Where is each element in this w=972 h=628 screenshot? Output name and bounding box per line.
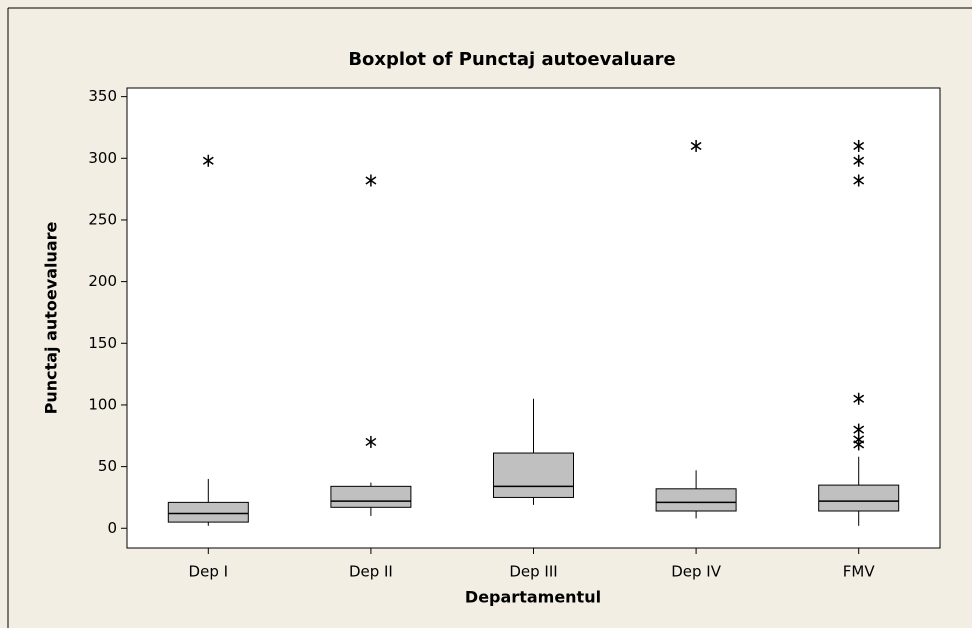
outlier — [853, 154, 865, 167]
x-tick-label: Dep I — [189, 563, 229, 581]
x-axis-label: Departamentul — [465, 588, 601, 607]
y-tick-label: 150 — [88, 334, 117, 352]
outlier — [202, 154, 214, 167]
outlier-stroke — [202, 156, 214, 165]
x-tick-label: Dep IV — [671, 563, 721, 581]
box — [655, 488, 737, 512]
y-axis-label: Punctaj autoevaluare — [42, 221, 61, 414]
outlier-stroke — [853, 141, 865, 151]
outlier — [690, 139, 702, 152]
y-tick-label: 350 — [88, 87, 117, 105]
outlier-stroke — [853, 176, 865, 185]
x-tick-label: Dep III — [509, 563, 557, 581]
y-tick-label: 0 — [107, 519, 117, 537]
outlier — [853, 139, 865, 152]
outlier-stroke — [853, 156, 865, 165]
y-tick-label: 200 — [88, 272, 117, 290]
outlier-stroke — [853, 394, 865, 403]
y-tick-label: 100 — [88, 395, 117, 413]
chart-title: Boxplot of Punctaj autoevaluare — [348, 49, 675, 70]
y-tick-label: 50 — [98, 457, 117, 475]
y-tick-label: 300 — [88, 149, 117, 167]
outlier-stroke — [365, 437, 377, 447]
outlier — [853, 423, 865, 436]
box — [493, 452, 574, 498]
box — [330, 485, 412, 508]
y-tick-label: 250 — [88, 210, 117, 228]
outlier — [853, 392, 865, 405]
outlier-stroke — [853, 435, 865, 444]
outlier-stroke — [365, 176, 377, 185]
x-tick-label: FMV — [843, 563, 876, 581]
outlier — [853, 174, 865, 187]
box — [818, 484, 900, 512]
outlier-stroke — [690, 141, 702, 151]
box — [167, 501, 249, 523]
outlier-stroke — [853, 425, 865, 434]
outlier — [365, 174, 377, 187]
outlier — [365, 435, 377, 448]
x-tick-label: Dep II — [349, 563, 393, 581]
